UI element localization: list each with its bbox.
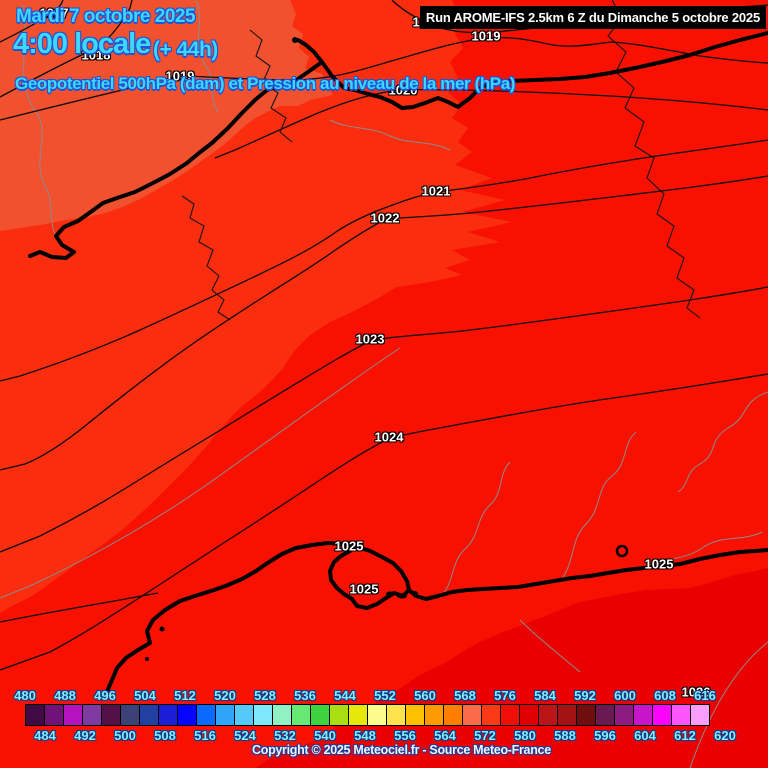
scale-swatch xyxy=(63,704,83,726)
isobar-lines xyxy=(0,0,768,671)
scale-value: 492 xyxy=(74,728,96,743)
contour-label: 1017 xyxy=(39,5,69,21)
scale-swatch xyxy=(139,704,159,726)
scale-value: 528 xyxy=(254,688,276,703)
scale-swatch xyxy=(690,704,710,726)
scale-value: 600 xyxy=(614,688,636,703)
contour-label: 1025 xyxy=(349,581,379,597)
islands xyxy=(145,37,629,661)
scale-swatch xyxy=(538,704,558,726)
scale-value: 612 xyxy=(674,728,696,743)
scale-value: 560 xyxy=(414,688,436,703)
scale-swatch xyxy=(652,704,672,726)
scale-swatch xyxy=(196,704,216,726)
scale-swatch xyxy=(272,704,292,726)
scale-value: 480 xyxy=(14,688,36,703)
scale-value: 520 xyxy=(214,688,236,703)
date-label: Mardi 7 octobre 2025 xyxy=(16,6,196,27)
scale-value: 536 xyxy=(294,688,316,703)
scale-value: 540 xyxy=(314,728,336,743)
scale-value: 512 xyxy=(174,688,196,703)
scale-swatch xyxy=(671,704,691,726)
scale-swatch xyxy=(424,704,444,726)
local-time-label: 4:00 locale xyxy=(13,28,151,60)
scale-value: 608 xyxy=(654,688,676,703)
scale-value: 620 xyxy=(714,728,736,743)
scale-swatch xyxy=(120,704,140,726)
scale-value: 508 xyxy=(154,728,176,743)
scale-swatch xyxy=(386,704,406,726)
scale-value: 548 xyxy=(354,728,376,743)
scale-value: 576 xyxy=(494,688,516,703)
scale-swatch xyxy=(367,704,387,726)
scale-swatch xyxy=(348,704,368,726)
scale-swatch xyxy=(614,704,634,726)
contour-label: 1019 xyxy=(165,68,195,84)
contour-label: 1025 xyxy=(644,556,674,572)
scale-value: 580 xyxy=(514,728,536,743)
scale-swatch xyxy=(595,704,615,726)
scale-swatch xyxy=(44,704,64,726)
scale-value: 568 xyxy=(454,688,476,703)
scale-swatch xyxy=(576,704,596,726)
scale-value: 544 xyxy=(334,688,356,703)
scale-value: 504 xyxy=(134,688,156,703)
scale-swatch xyxy=(101,704,121,726)
scale-value: 604 xyxy=(634,728,656,743)
coastline xyxy=(28,31,768,696)
scale-value: 488 xyxy=(54,688,76,703)
scale-value: 532 xyxy=(274,728,296,743)
scale-swatch xyxy=(462,704,482,726)
scale-swatch xyxy=(557,704,577,726)
contour-label: 1026 xyxy=(681,684,711,700)
scale-value: 552 xyxy=(374,688,396,703)
contour-label: 1022 xyxy=(370,210,400,226)
contour-label: 1024 xyxy=(374,429,404,445)
scale-value: 596 xyxy=(594,728,616,743)
scale-swatch xyxy=(253,704,273,726)
scale-value: 584 xyxy=(534,688,556,703)
scale-value: 496 xyxy=(94,688,116,703)
scale-swatch xyxy=(25,704,45,726)
scale-value: 564 xyxy=(434,728,456,743)
contour-label: 1019 xyxy=(471,28,501,44)
map-subtitle: Geopotentiel 500hPa (dam) et Pression au… xyxy=(15,74,516,93)
scale-value: 524 xyxy=(234,728,256,743)
scale-swatch xyxy=(310,704,330,726)
scale-swatch xyxy=(158,704,178,726)
scale-value: 572 xyxy=(474,728,496,743)
scale-value: 592 xyxy=(574,688,596,703)
scale-swatch xyxy=(633,704,653,726)
scale-value: 516 xyxy=(194,728,216,743)
scale-swatch xyxy=(329,704,349,726)
contour-label: 1018 xyxy=(81,47,111,63)
contour-label: 1020 xyxy=(388,82,418,98)
forecast-offset-label: (+ 44h) xyxy=(153,38,218,61)
scale-value: 484 xyxy=(34,728,56,743)
scale-value: 616 xyxy=(694,688,716,703)
scale-swatch xyxy=(500,704,520,726)
scale-swatch xyxy=(215,704,235,726)
scale-swatch xyxy=(291,704,311,726)
scale-swatch xyxy=(234,704,254,726)
scale-swatch xyxy=(519,704,539,726)
scale-swatch xyxy=(481,704,501,726)
contour-label: 1023 xyxy=(355,331,385,347)
scale-value: 500 xyxy=(114,728,136,743)
model-run-info: Run AROME-IFS 2.5km 6 Z du Dimanche 5 oc… xyxy=(419,6,766,29)
scale-value: 556 xyxy=(394,728,416,743)
scale-swatch xyxy=(177,704,197,726)
scale-value: 588 xyxy=(554,728,576,743)
contour-label: 1025 xyxy=(334,538,364,554)
scale-swatch xyxy=(443,704,463,726)
scale-swatch xyxy=(82,704,102,726)
contour-label: 1021 xyxy=(421,183,451,199)
scale-swatch xyxy=(405,704,425,726)
scale-swatches xyxy=(25,704,710,726)
copyright-text: Copyright © 2025 Meteociel.fr - Source M… xyxy=(252,743,551,757)
